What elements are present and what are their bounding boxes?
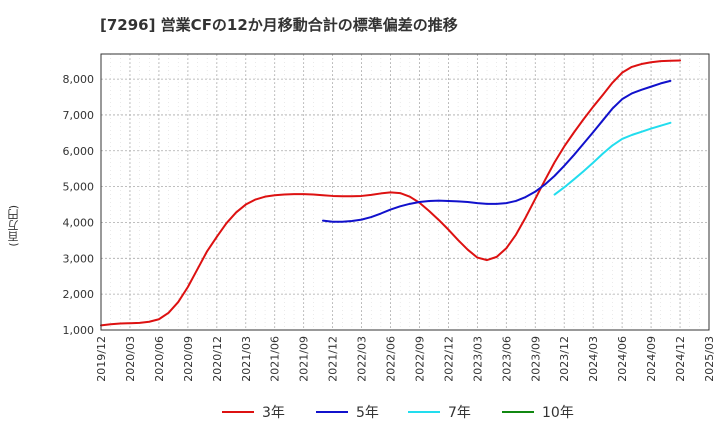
x-tick-label: 2021/09 (298, 336, 311, 382)
series-line-0 (100, 59, 682, 327)
y-tick-label: 4,000 (63, 216, 95, 229)
y-tick-labels: 1,000 2,000 3,000 4,000 5,000 6,000 7,000 8,000 (63, 73, 95, 337)
x-tick-label: 2021/06 (269, 336, 282, 382)
legend-label-0: 3年 (262, 405, 285, 421)
x-tick-label: 2025/03 (703, 336, 716, 382)
x-tick-label: 2024/06 (616, 336, 629, 382)
x-tick-label: 2020/09 (182, 336, 195, 382)
legend-label-3: 10年 (542, 405, 574, 421)
x-tick-label: 2023/06 (500, 336, 513, 382)
x-tick-label: 2020/06 (153, 336, 166, 382)
y-tick-label: 6,000 (63, 145, 95, 158)
x-tick-label: 2024/09 (645, 336, 658, 382)
y-tick-label: 2,000 (63, 288, 95, 301)
x-tick-label: 2021/03 (240, 336, 253, 382)
series-line-2 (553, 121, 672, 196)
y-tick-label: 1,000 (63, 324, 95, 337)
y-tick-label: 3,000 (63, 252, 95, 265)
x-tick-label: 2020/03 (124, 336, 137, 382)
x-tick-label: 2020/12 (211, 336, 224, 382)
grid-layer (100, 54, 710, 331)
x-tick-label: 2019/12 (95, 336, 108, 382)
y-tick-label: 5,000 (63, 181, 95, 194)
legend-label-2: 7年 (448, 405, 471, 421)
x-tick-label: 2023/12 (558, 336, 571, 382)
x-tick-label: 2022/12 (442, 336, 455, 382)
x-tick-labels: 2019/12 2020/03 2020/06 2020/09 2020/12 2021/… (95, 336, 716, 382)
y-tick-label: 7,000 (63, 109, 95, 122)
x-tick-label: 2024/03 (587, 336, 600, 382)
plot-frame (100, 53, 710, 331)
x-tick-label: 2024/12 (674, 336, 687, 382)
x-tick-label: 2022/09 (413, 336, 426, 382)
legend-label-1: 5年 (356, 405, 379, 421)
x-tick-label: 2022/03 (356, 336, 369, 382)
legend: 3年 5年 7年 10年 (222, 405, 574, 421)
plot-border (100, 53, 710, 331)
x-tick-label: 2023/09 (529, 336, 542, 382)
series-layer (100, 59, 682, 327)
series-line-1 (321, 79, 672, 223)
x-tick-label: 2023/03 (471, 336, 484, 382)
x-tick-label: 2022/06 (385, 336, 398, 382)
y-tick-label: 8,000 (63, 73, 95, 86)
chart-title: [7296] 営業CFの12か月移動合計の標準偏差の推移 (100, 16, 458, 34)
x-tick-label: 2021/12 (327, 336, 340, 382)
